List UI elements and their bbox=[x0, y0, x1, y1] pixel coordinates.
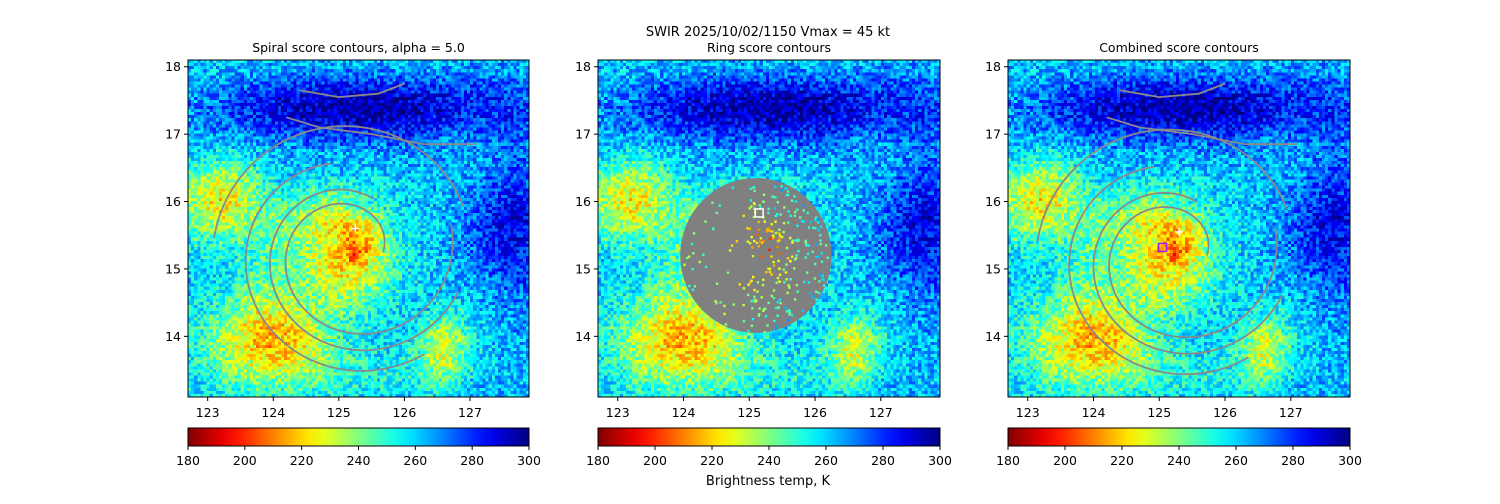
colorbar-tick-label: 200 bbox=[1053, 453, 1077, 468]
colorbar: 180 200 220 240 260 280 300 bbox=[586, 427, 952, 468]
x-tick-label: 123 bbox=[1016, 405, 1040, 420]
y-tick-label: 15 bbox=[575, 261, 591, 276]
colorbar-tick-label: 300 bbox=[1338, 453, 1362, 468]
x-tick-label: 125 bbox=[1147, 405, 1171, 420]
colorbar-gradient bbox=[597, 427, 941, 447]
colorbar-tick-label: 260 bbox=[1224, 453, 1248, 468]
colorbar-tick-label: 180 bbox=[586, 453, 610, 468]
y-tick-label: 17 bbox=[575, 127, 591, 142]
y-tick-label: 15 bbox=[165, 261, 181, 276]
x-tick-label: 125 bbox=[737, 405, 761, 420]
center-plus-marker bbox=[1175, 227, 1183, 236]
x-tick-label: 126 bbox=[392, 405, 416, 420]
spiral-contour bbox=[244, 162, 425, 372]
colorbar-label: Brightness temp, K bbox=[706, 474, 831, 489]
ring-score-region bbox=[680, 177, 832, 333]
x-tick-label: 125 bbox=[327, 405, 351, 420]
overlay-layer bbox=[680, 177, 832, 334]
square-center-marker bbox=[1157, 242, 1168, 253]
colorbar-tick-label: 200 bbox=[643, 453, 667, 468]
x-tick-label: 127 bbox=[1279, 405, 1303, 420]
colorbar-tick-label: 280 bbox=[1281, 453, 1305, 468]
x-tick-label: 127 bbox=[869, 405, 893, 420]
square-center-marker bbox=[754, 208, 764, 218]
x-tick-label: 123 bbox=[606, 405, 630, 420]
colorbar-tick-label: 180 bbox=[996, 453, 1020, 468]
spiral-contour bbox=[1108, 206, 1278, 339]
y-tick-label: 14 bbox=[575, 329, 591, 344]
spiral-contour bbox=[299, 82, 405, 99]
panel-title: Combined score contours bbox=[1099, 40, 1259, 55]
colorbar: 180 200 220 240 260 280 300 bbox=[996, 427, 1362, 468]
colorbar-tick-label: 220 bbox=[1110, 453, 1134, 468]
axes-frame bbox=[1007, 59, 1351, 398]
x-tick-label: 126 bbox=[1213, 405, 1237, 420]
spiral-contour bbox=[213, 125, 464, 239]
colorbar-tick-label: 300 bbox=[517, 453, 541, 468]
colorbar-tick-label: 240 bbox=[757, 453, 781, 468]
y-tick-label: 18 bbox=[575, 59, 591, 74]
y-tick-label: 14 bbox=[165, 329, 181, 344]
x-tick-label: 127 bbox=[458, 405, 482, 420]
y-tick-label: 15 bbox=[985, 261, 1001, 276]
y-tick-label: 16 bbox=[575, 194, 591, 209]
colorbar-tick-label: 240 bbox=[1167, 453, 1191, 468]
x-tick-label: 124 bbox=[672, 405, 696, 420]
colorbar-tick-label: 200 bbox=[233, 453, 257, 468]
y-tick-label: 18 bbox=[985, 59, 1001, 74]
colorbar-gradient bbox=[1007, 427, 1351, 447]
spiral-contour bbox=[1092, 191, 1284, 355]
colorbar-tick-label: 240 bbox=[347, 453, 371, 468]
chart-panel-3: Combined score contours 123 124 125 126 127 14… bbox=[985, 40, 1362, 468]
overlay-layer bbox=[213, 82, 477, 372]
spiral-contour bbox=[1119, 82, 1226, 99]
chart-panel-1: Spiral score contours, alpha = 5.0 123 124… bbox=[165, 40, 541, 468]
spiral-contour bbox=[1106, 116, 1298, 146]
spiral-contour bbox=[286, 116, 477, 146]
colorbar-tick-label: 260 bbox=[814, 453, 838, 468]
x-tick-label: 124 bbox=[1082, 405, 1106, 420]
axes-frame bbox=[187, 59, 530, 398]
x-tick-label: 126 bbox=[803, 405, 827, 420]
colorbar-tick-label: 220 bbox=[700, 453, 724, 468]
y-tick-label: 17 bbox=[165, 127, 181, 142]
colorbar-tick-label: 260 bbox=[403, 453, 427, 468]
panels: Spiral score contours, alpha = 5.0 123 124… bbox=[165, 40, 1362, 468]
spiral-contour bbox=[284, 202, 454, 335]
colorbar-tick-label: 280 bbox=[871, 453, 895, 468]
y-tick-label: 16 bbox=[165, 194, 181, 209]
panel-title: Ring score contours bbox=[707, 40, 831, 55]
spiral-contour bbox=[1068, 165, 1249, 376]
y-tick-label: 18 bbox=[165, 59, 181, 74]
figure-suptitle: SWIR 2025/10/02/1150 Vmax = 45 kt bbox=[646, 25, 890, 40]
panel-title: Spiral score contours, alpha = 5.0 bbox=[252, 40, 465, 55]
colorbar-gradient bbox=[187, 427, 530, 447]
y-tick-label: 14 bbox=[985, 329, 1001, 344]
x-tick-label: 123 bbox=[196, 405, 220, 420]
axes-frame bbox=[597, 59, 941, 398]
colorbar-tick-label: 180 bbox=[176, 453, 200, 468]
colorbar-tick-label: 280 bbox=[460, 453, 484, 468]
overlay-layer bbox=[1036, 82, 1298, 376]
colorbar-tick-label: 300 bbox=[928, 453, 952, 468]
spiral-contour bbox=[268, 188, 460, 352]
center-plus-marker bbox=[351, 224, 360, 233]
colorbar-tick-label: 220 bbox=[290, 453, 314, 468]
y-tick-label: 16 bbox=[985, 194, 1001, 209]
chart-panel-2: Ring score contours 123 124 125 126 127 14 15 16… bbox=[575, 40, 952, 468]
x-tick-label: 124 bbox=[261, 405, 285, 420]
colorbar: 180 200 220 240 260 280 300 bbox=[176, 427, 541, 468]
y-tick-label: 17 bbox=[985, 127, 1001, 142]
